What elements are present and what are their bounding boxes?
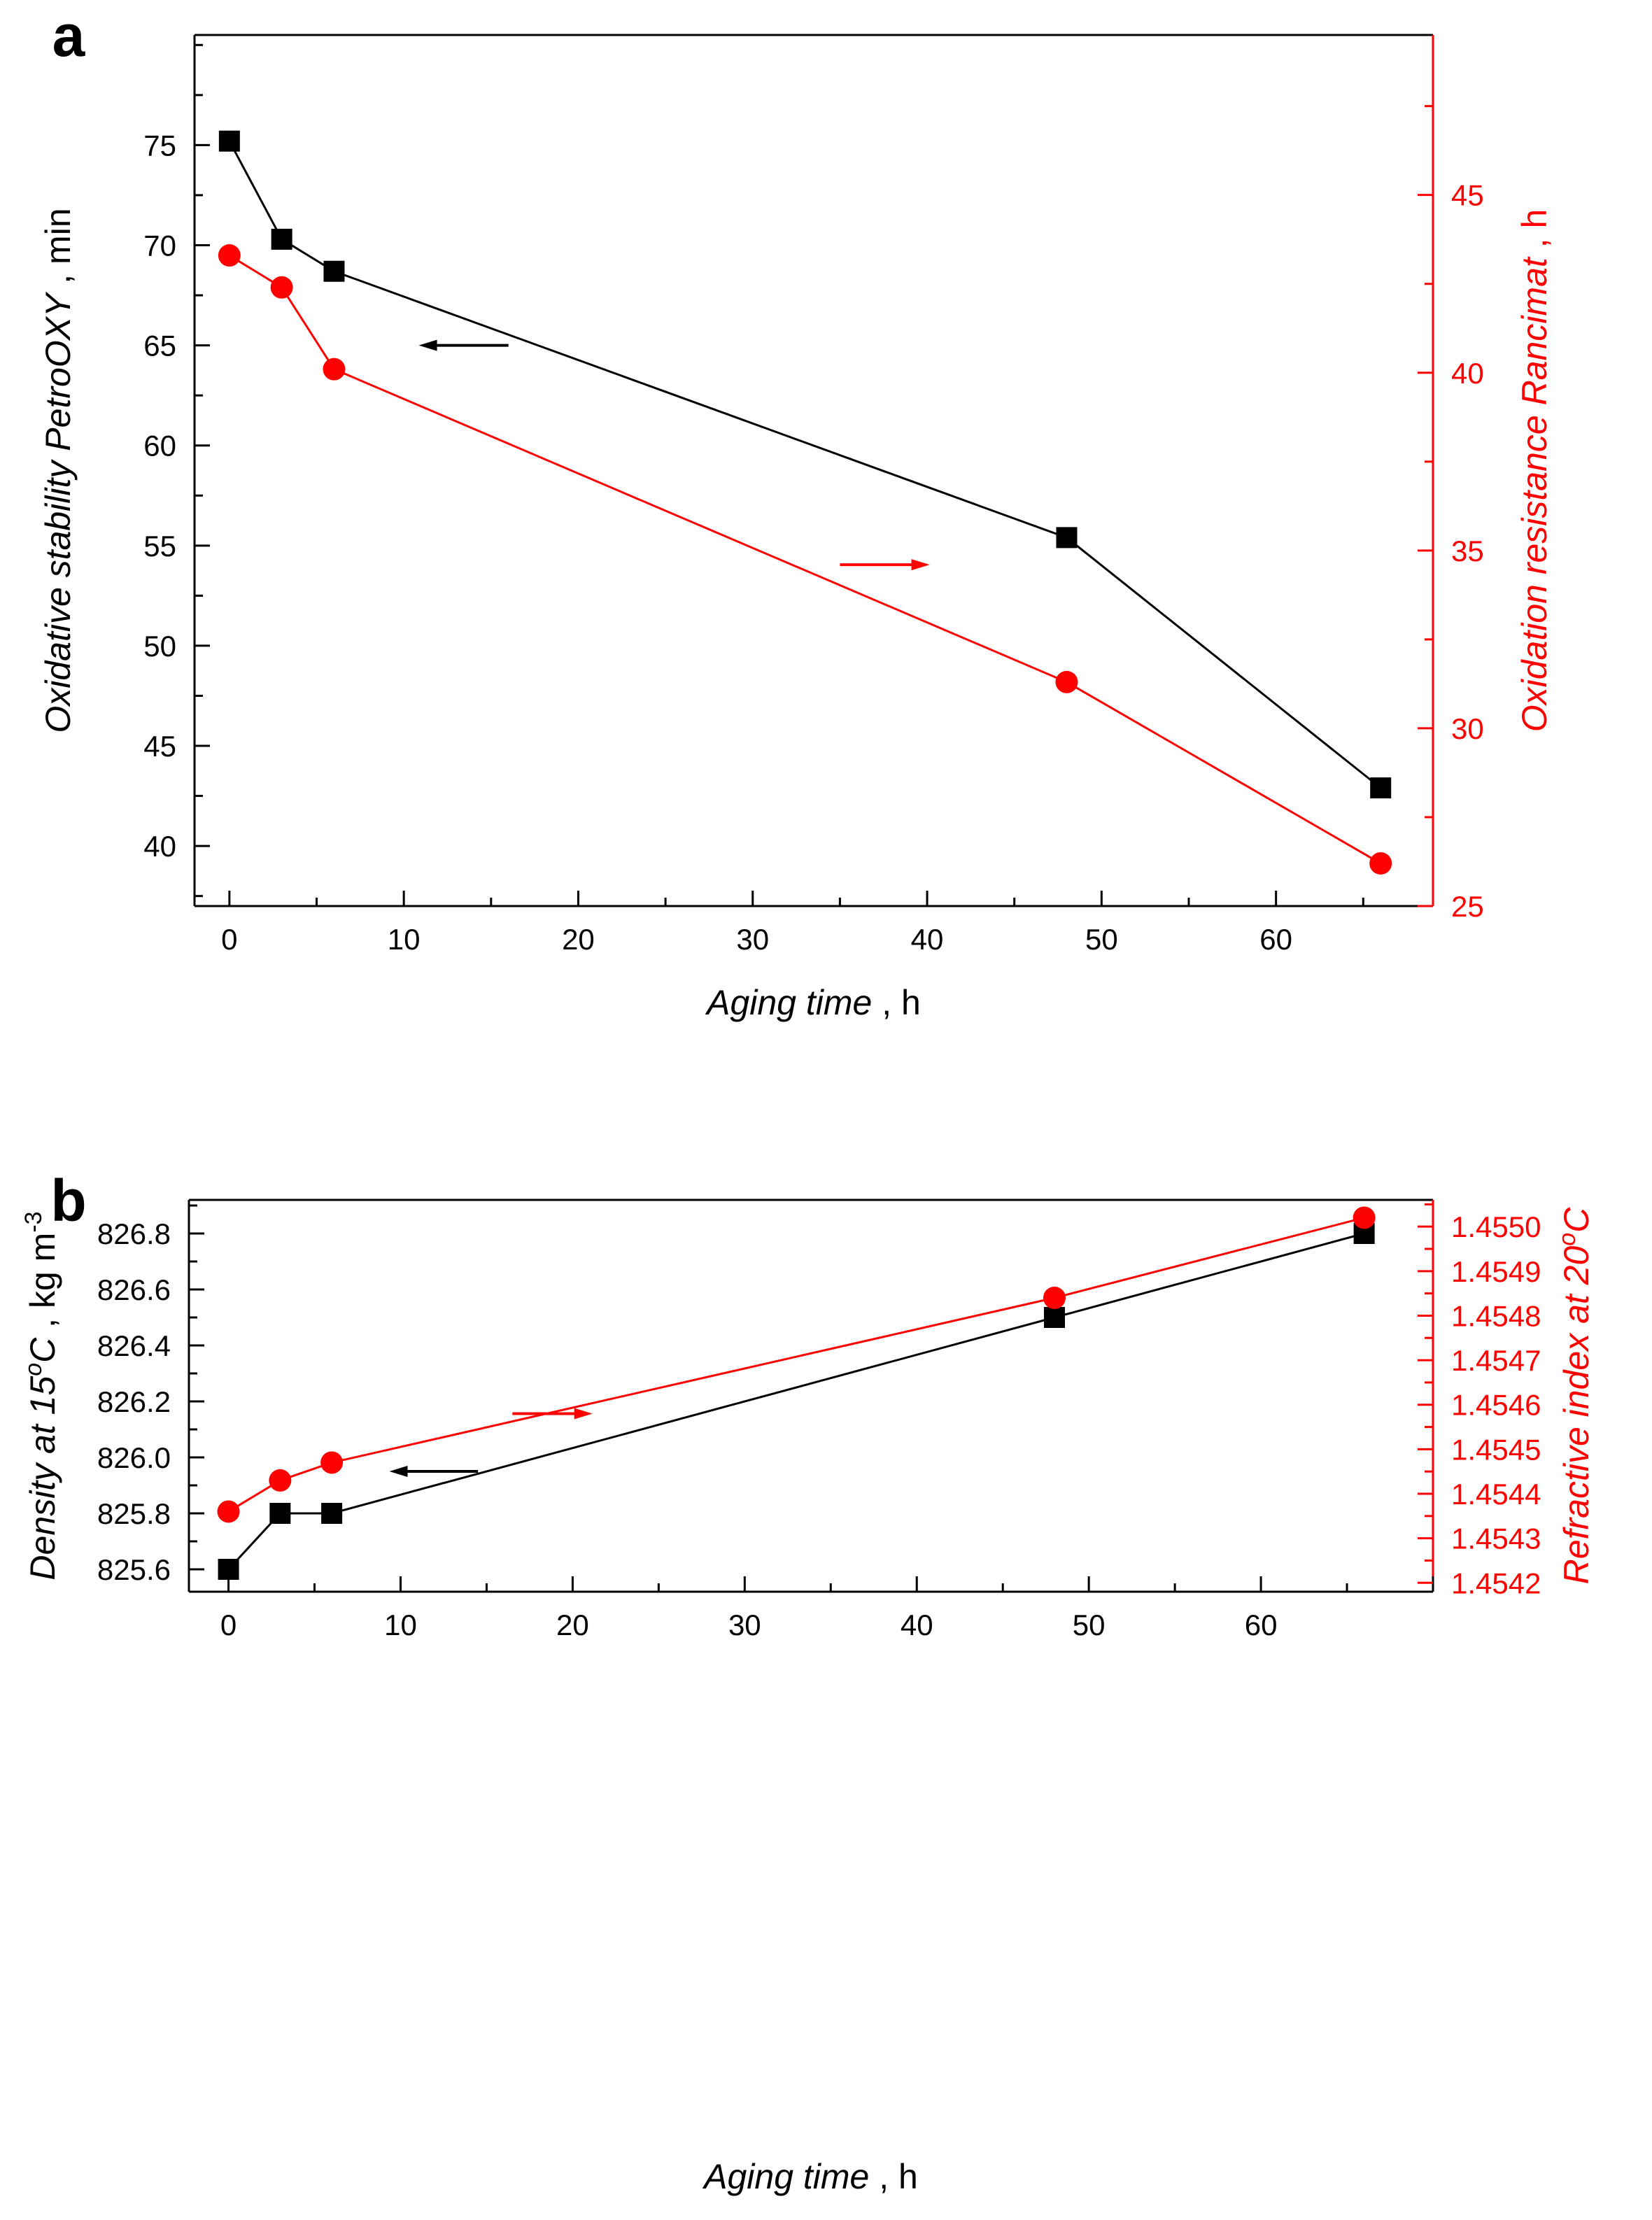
data-point-right xyxy=(218,244,241,267)
right-tick-label: 25 xyxy=(1451,890,1484,923)
panel-label: a xyxy=(52,3,86,69)
data-point-left xyxy=(1043,1307,1065,1328)
left-axis-title: Density at 15oC , kg m-3 xyxy=(20,1211,62,1580)
data-point-right xyxy=(323,358,346,381)
left-tick-label: 826.4 xyxy=(97,1329,171,1362)
data-point-left xyxy=(271,228,292,250)
left-tick-label: 50 xyxy=(143,630,176,663)
left-tick-label: 825.6 xyxy=(97,1553,171,1586)
right-tick-label: 35 xyxy=(1451,535,1484,567)
right-tick-label: 1.4545 xyxy=(1451,1433,1541,1466)
data-point-right xyxy=(1369,852,1392,875)
right-tick-label: 1.4546 xyxy=(1451,1389,1541,1422)
x-tick-label: 30 xyxy=(728,1609,761,1641)
series-line-right xyxy=(227,1217,1365,1513)
chart-panel-b: b 0 10 20 30 40 50 60 825.6 825.8 826.0 826.2 826.4 8… xyxy=(20,1168,1596,2196)
x-tick-label: 60 xyxy=(1245,1609,1278,1641)
x-tick-label: 0 xyxy=(221,923,237,956)
left-tick-label: 825.8 xyxy=(97,1497,171,1530)
x-tick-label: 40 xyxy=(901,1609,933,1641)
arrow-head-right xyxy=(911,559,930,571)
panel-label: b xyxy=(50,1168,86,1233)
right-tick-label: 1.4548 xyxy=(1451,1299,1541,1332)
right-axis-title: Refractive index at 20oC xyxy=(1554,1207,1596,1585)
right-axis-title: Oxidation resistance Rancimat , h xyxy=(1515,209,1554,733)
x-tick-label: 50 xyxy=(1073,1609,1106,1641)
x-tick-label: 10 xyxy=(388,923,421,956)
arrow-head-right xyxy=(574,1408,593,1420)
left-tick-label: 826.0 xyxy=(97,1441,171,1474)
data-point-right xyxy=(217,1500,240,1523)
right-tick-label: 1.4550 xyxy=(1451,1210,1541,1243)
data-point-right xyxy=(1055,670,1078,693)
left-tick-label: 55 xyxy=(143,530,176,563)
left-tick-label: 45 xyxy=(143,730,176,763)
data-point-left xyxy=(269,1503,291,1524)
data-point-left xyxy=(323,260,345,282)
x-axis-title: Aging time , h xyxy=(705,983,921,1022)
right-tick-label: 1.4549 xyxy=(1451,1255,1541,1288)
right-tick-label: 40 xyxy=(1451,357,1484,390)
left-tick-label: 826.6 xyxy=(97,1273,171,1306)
data-point-left xyxy=(321,1503,343,1524)
left-tick-label: 40 xyxy=(143,830,176,863)
left-tick-label: 826.2 xyxy=(97,1385,171,1418)
x-tick-label: 40 xyxy=(911,923,944,956)
arrow-head-left xyxy=(418,339,437,351)
left-tick-label: 70 xyxy=(143,229,176,262)
right-tick-label: 1.4543 xyxy=(1451,1522,1541,1555)
x-tick-label: 20 xyxy=(556,1609,589,1641)
x-tick-label: 10 xyxy=(384,1609,417,1641)
data-point-left xyxy=(1370,777,1392,799)
x-axis-title: Aging time , h xyxy=(702,2157,918,2196)
arrow-head-left xyxy=(389,1466,408,1477)
right-tick-label: 1.4547 xyxy=(1451,1344,1541,1377)
data-point-right xyxy=(320,1451,344,1474)
left-tick-label: 65 xyxy=(143,330,176,362)
left-tick-label: 826.8 xyxy=(97,1217,171,1250)
data-point-right xyxy=(1353,1206,1376,1229)
x-tick-label: 0 xyxy=(220,1609,236,1641)
data-point-right xyxy=(269,1469,292,1492)
data-point-left xyxy=(1056,527,1078,549)
x-tick-label: 60 xyxy=(1259,923,1292,956)
series-line-right xyxy=(229,254,1381,865)
data-point-left xyxy=(218,130,240,152)
data-point-right xyxy=(1043,1287,1066,1309)
right-tick-label: 30 xyxy=(1451,712,1484,745)
left-tick-label: 60 xyxy=(143,430,176,462)
data-point-left xyxy=(218,1559,239,1580)
x-tick-label: 20 xyxy=(562,923,595,956)
left-tick-label: 75 xyxy=(143,129,176,162)
left-axis-title: Oxidative stability PetroOXY , min xyxy=(38,208,78,733)
x-tick-label: 50 xyxy=(1085,923,1118,956)
chart-panel-a: a 0 10 20 30 40 50 60 40 45 50 55 60 65 70 75 25 30 35 40 45… xyxy=(38,3,1554,1022)
series-line-left xyxy=(227,1232,1365,1571)
data-point-right xyxy=(270,276,293,299)
right-tick-label: 1.4542 xyxy=(1451,1567,1541,1599)
right-tick-label: 45 xyxy=(1451,179,1484,212)
right-tick-label: 1.4544 xyxy=(1451,1478,1541,1511)
series-line-left xyxy=(228,140,1382,789)
x-tick-label: 30 xyxy=(736,923,769,956)
